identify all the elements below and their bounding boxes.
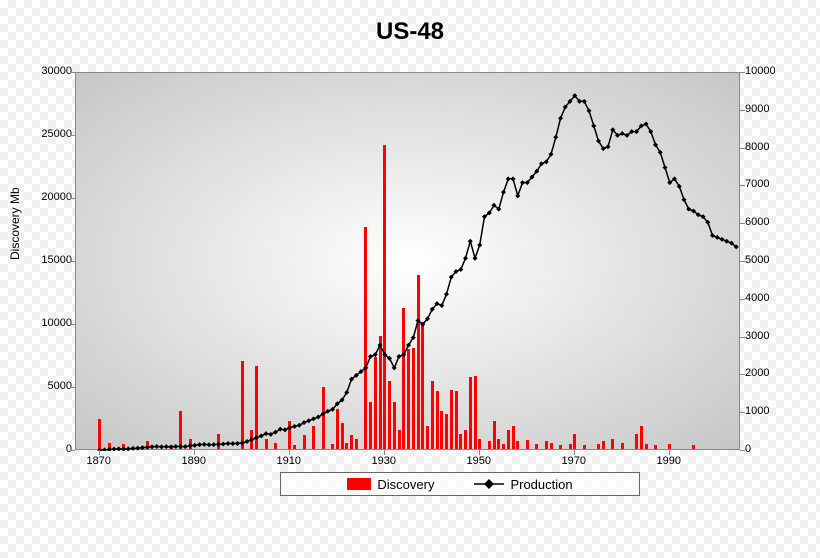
x-tick-label: 1870 [87, 455, 111, 467]
y-tick-right-label: 5000 [745, 254, 769, 266]
y-tick-right-label: 0 [745, 443, 751, 455]
chart-title: US-48 [0, 18, 820, 46]
y-tick-left-label: 20000 [32, 191, 72, 203]
y-tick-left-label: 15000 [32, 254, 72, 266]
y-tick-right-label: 1000 [745, 405, 769, 417]
legend-item-production: Production [474, 477, 572, 492]
legend-label-discovery: Discovery [377, 477, 434, 492]
plot-area [75, 72, 740, 450]
y-axis-left-label: Discovery Mb [8, 187, 22, 260]
production-line [76, 73, 741, 451]
y-tick-right-label: 2000 [745, 367, 769, 379]
x-tick-label: 1970 [562, 455, 586, 467]
y-tick-left-label: 25000 [32, 128, 72, 140]
legend-swatch-production [474, 478, 504, 490]
y-tick-right-label: 9000 [745, 103, 769, 115]
legend-swatch-discovery [347, 478, 371, 490]
x-tick-label: 1910 [277, 455, 301, 467]
y-tick-right-label: 7000 [745, 178, 769, 190]
y-tick-right-label: 6000 [745, 216, 769, 228]
x-tick-label: 1930 [372, 455, 396, 467]
y-tick-right-label: 3000 [745, 330, 769, 342]
y-tick-left-label: 0 [32, 443, 72, 455]
legend-label-production: Production [510, 477, 572, 492]
x-tick-label: 1950 [467, 455, 491, 467]
y-tick-left-label: 10000 [32, 317, 72, 329]
y-tick-right-label: 8000 [745, 141, 769, 153]
y-tick-right-label: 4000 [745, 292, 769, 304]
y-tick-left-label: 5000 [32, 380, 72, 392]
legend: Discovery Production [280, 472, 640, 496]
y-tick-left-label: 30000 [32, 65, 72, 77]
chart-container: US-48 Discovery Mb Production kb/d 05000… [0, 0, 820, 558]
x-tick-label: 1890 [182, 455, 206, 467]
legend-item-discovery: Discovery [347, 477, 434, 492]
y-tick-right-label: 10000 [745, 65, 776, 77]
x-tick-label: 1990 [657, 455, 681, 467]
